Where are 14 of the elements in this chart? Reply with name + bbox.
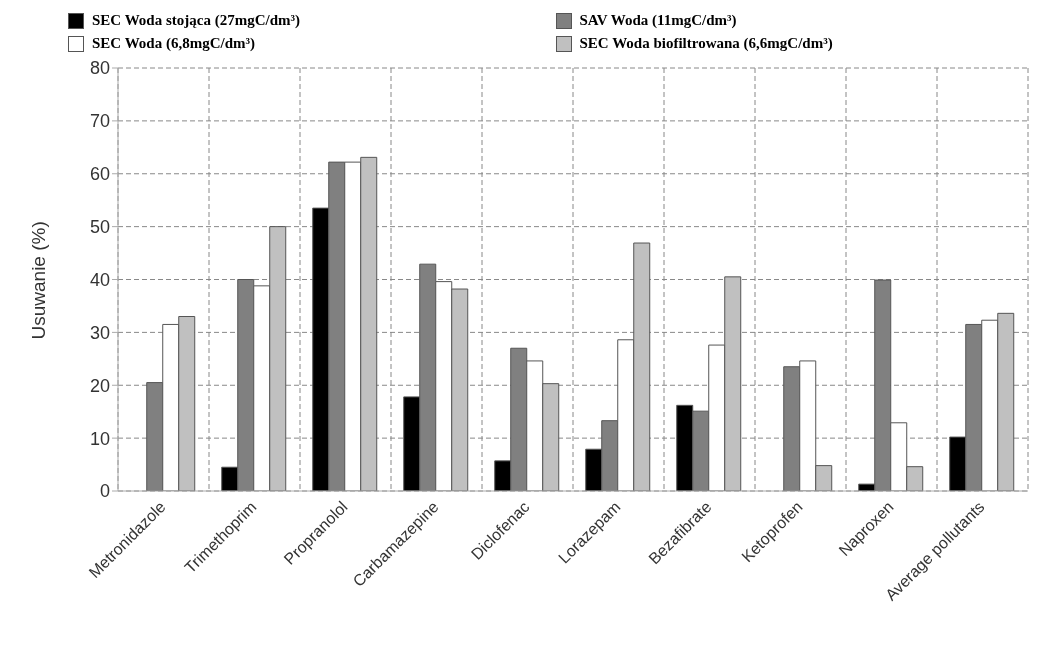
y-tick-label: 20 [89, 375, 110, 396]
legend-label: SAV Woda (11mgC/dm³) [579, 12, 737, 29]
y-tick-label: 50 [89, 217, 110, 238]
y-tick-label: 30 [89, 322, 110, 343]
legend-label: SEC Woda stojąca (27mgC/dm³) [92, 12, 300, 29]
y-tick-label: 60 [89, 164, 110, 185]
legend-label: SEC Woda (6,8mgC/dm³) [92, 35, 255, 52]
y-tick-label: 80 [89, 58, 110, 79]
y-tick-label: 40 [89, 269, 110, 290]
y-tick-label: 0 [99, 481, 110, 502]
legend-label: SEC Woda biofiltrowana (6,6mgC/dm³) [579, 35, 833, 52]
y-tick-label: 70 [89, 111, 110, 132]
y-axis-title: Usuwanie (%) [27, 221, 49, 340]
y-tick-label: 10 [89, 428, 110, 449]
